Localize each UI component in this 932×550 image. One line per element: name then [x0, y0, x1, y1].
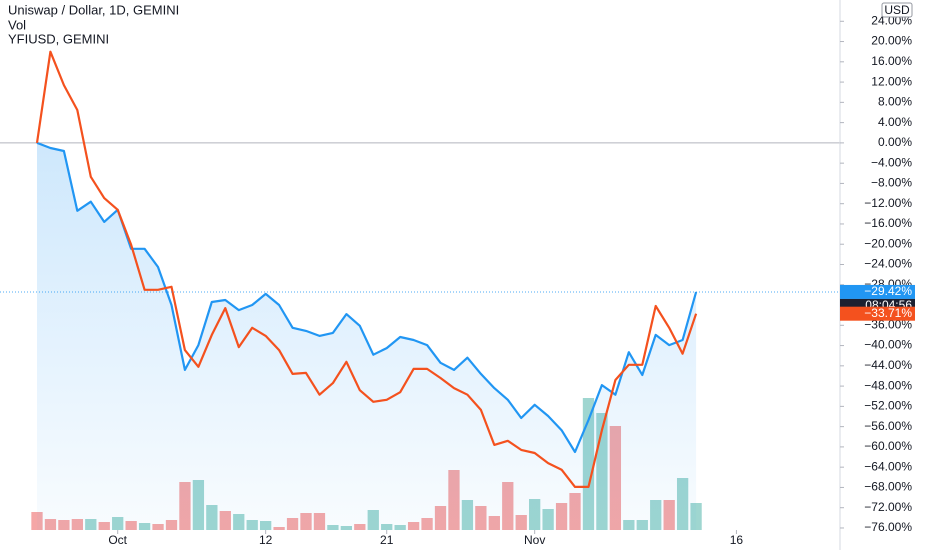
- y-tick-label: −12.00%: [864, 196, 912, 210]
- y-tick-label: 4.00%: [878, 115, 912, 129]
- x-tick-label: 21: [380, 533, 394, 547]
- legend-main: Uniswap / Dollar, 1D, GEMINI: [8, 2, 179, 17]
- y-tick-label: −24.00%: [864, 257, 912, 271]
- y-tick-label: −68.00%: [864, 480, 912, 494]
- y-tick-label: 0.00%: [878, 135, 912, 149]
- y-tick-label: −64.00%: [864, 459, 912, 473]
- last-box: [840, 284, 915, 299]
- x-tick-label: Nov: [524, 533, 545, 547]
- y-tick-label: −72.00%: [864, 500, 912, 514]
- last-label: −29.42%: [864, 284, 912, 298]
- y-tick-label: −76.00%: [864, 520, 912, 534]
- last-box: [840, 306, 915, 321]
- y-tick-label: 12.00%: [871, 74, 912, 88]
- y-tick-label: −52.00%: [864, 399, 912, 413]
- y-tick-label: −56.00%: [864, 419, 912, 433]
- currency-label: USD: [884, 3, 910, 17]
- line: [36, 141, 698, 454]
- line: [35, 50, 698, 488]
- y-tick-label: 16.00%: [871, 54, 912, 68]
- currency-box: [881, 2, 913, 18]
- y-tick-label: −16.00%: [864, 216, 912, 230]
- volume-bar: [31, 512, 43, 530]
- y-tick-label: 20.00%: [871, 34, 912, 48]
- last-label: −33.71%: [864, 306, 912, 320]
- axis-layer: 24.00%20.00%16.00%12.00%8.00%4.00%0.00%−…: [108, 0, 932, 550]
- y-axis-panel: [840, 0, 932, 550]
- y-tick-label: −20.00%: [864, 236, 912, 250]
- y-tick-label: −48.00%: [864, 378, 912, 392]
- y-tick-label: −44.00%: [864, 358, 912, 372]
- legend-volume: Vol: [8, 17, 26, 32]
- x-tick-label: Oct: [108, 533, 127, 547]
- y-tick-label: −8.00%: [871, 176, 912, 190]
- y-tick-label: −4.00%: [871, 155, 912, 169]
- plot-layer: [0, 50, 840, 530]
- x-tick-label: 16: [730, 533, 744, 547]
- area: [37, 142, 697, 530]
- x-tick-label: 12: [259, 533, 273, 547]
- legend-compare: YFIUSD, GEMINI: [8, 31, 109, 46]
- y-tick-label: −36.00%: [864, 317, 912, 331]
- y-tick-label: −60.00%: [864, 439, 912, 453]
- y-tick-label: −40.00%: [864, 338, 912, 352]
- y-tick-label: 8.00%: [878, 95, 912, 109]
